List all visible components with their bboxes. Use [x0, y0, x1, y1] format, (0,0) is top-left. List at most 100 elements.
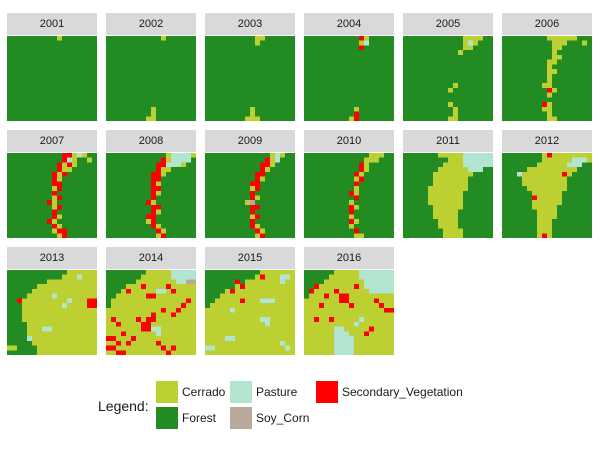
cerrado-region: [22, 317, 97, 322]
cell-secondary-vegetation: [532, 195, 537, 201]
cell-secondary-vegetation: [349, 204, 354, 210]
cell-pasture: [181, 153, 186, 158]
cell-pasture: [285, 345, 290, 351]
cell-cerrado: [354, 190, 359, 196]
cell-secondary-vegetation: [121, 331, 126, 337]
cell-pasture: [389, 274, 394, 280]
cell-pasture: [488, 157, 493, 163]
cell-cerrado: [156, 223, 161, 229]
cell-pasture: [186, 274, 191, 280]
cell-pasture: [265, 298, 270, 304]
cell-secondary-vegetation: [255, 181, 260, 187]
cell-secondary-vegetation: [379, 303, 384, 308]
cell-secondary-vegetation: [62, 233, 67, 238]
cell-pasture: [374, 284, 379, 289]
map-panel-2005: 2005: [403, 13, 493, 121]
cell-secondary-vegetation: [146, 326, 151, 332]
cell-pasture: [151, 326, 156, 332]
cell-secondary-vegetation: [67, 162, 72, 168]
panel-title: 2009: [205, 130, 295, 152]
cell-pasture: [389, 284, 394, 289]
cerrado-region: [428, 186, 468, 191]
cell-secondary-vegetation: [186, 298, 191, 304]
cell-pasture: [364, 274, 369, 280]
cerrado-region: [443, 228, 463, 234]
cell-pasture: [27, 336, 32, 341]
cell-cerrado: [260, 176, 265, 182]
cell-secondary-vegetation: [62, 153, 67, 158]
map-grid: [106, 36, 196, 121]
cell-secondary-vegetation: [116, 321, 121, 327]
cell-cerrado: [473, 36, 478, 41]
cell-pasture: [572, 157, 577, 163]
cell-cerrado: [468, 36, 473, 41]
cerrado-region: [106, 336, 196, 341]
cerrado-region: [220, 293, 295, 299]
cell-cerrado: [364, 157, 369, 163]
cell-cerrado: [552, 116, 557, 121]
cell-cerrado: [260, 36, 265, 41]
cell-cerrado: [374, 153, 379, 158]
cell-cerrado: [562, 36, 567, 41]
cell-cerrado: [448, 87, 453, 93]
cell-cerrado: [364, 162, 369, 168]
cerrado-region: [433, 181, 468, 187]
cell-pasture: [364, 279, 369, 285]
cell-secondary-vegetation: [111, 317, 116, 322]
cell-pasture: [339, 331, 344, 337]
forest-background: [304, 36, 394, 121]
cerrado-region: [433, 209, 458, 215]
cell-cerrado: [72, 153, 77, 158]
cerrado-region: [537, 223, 552, 229]
cell-pasture: [260, 298, 265, 304]
cell-cerrado: [265, 167, 270, 172]
cell-cerrado: [161, 36, 166, 41]
cell-cerrado: [151, 111, 156, 117]
cell-secondary-vegetation: [47, 200, 52, 205]
cell-pasture: [384, 284, 389, 289]
cell-pasture: [285, 274, 290, 280]
cell-pasture: [339, 345, 344, 351]
cell-secondary-vegetation: [111, 345, 116, 351]
cerrado-region: [205, 326, 295, 332]
panel-title: 2006: [502, 13, 592, 35]
cell-pasture: [582, 157, 587, 163]
cell-soy-corn: [191, 279, 196, 285]
cell-pasture: [349, 340, 354, 346]
cell-cerrado: [245, 200, 250, 205]
cell-secondary-vegetation: [57, 204, 62, 210]
cell-secondary-vegetation: [126, 340, 131, 346]
cell-cerrado: [245, 116, 250, 121]
map-panel-2004: 2004: [304, 13, 394, 121]
cell-cerrado: [161, 171, 166, 177]
cell-pasture: [473, 167, 478, 172]
cell-secondary-vegetation: [265, 157, 270, 163]
panel-title: 2013: [7, 247, 97, 269]
cell-pasture: [379, 284, 384, 289]
cell-cerrado: [354, 204, 359, 210]
cell-pasture: [275, 157, 280, 163]
cell-cerrado: [52, 186, 57, 191]
cell-cerrado: [62, 162, 67, 168]
cerrado-region: [304, 307, 394, 313]
legend-key-cerrado: [156, 381, 178, 403]
panel-title: 2003: [205, 13, 295, 35]
cell-pasture: [280, 340, 285, 346]
cell-secondary-vegetation: [141, 326, 146, 332]
cell-secondary-vegetation: [87, 303, 92, 308]
cell-secondary-vegetation: [260, 167, 265, 172]
cell-secondary-vegetation: [52, 190, 57, 196]
map-panel-2009: 2009: [205, 130, 295, 238]
cell-pasture: [468, 40, 473, 46]
cell-cerrado: [151, 106, 156, 112]
cell-pasture: [191, 270, 196, 275]
cell-cerrado: [374, 157, 379, 163]
cell-pasture: [339, 340, 344, 346]
cerrado-region: [433, 176, 468, 182]
cell-pasture: [384, 270, 389, 275]
panel-title: 2011: [403, 130, 493, 152]
cerrado-region: [22, 312, 97, 318]
cell-cerrado: [166, 157, 171, 163]
cell-pasture: [473, 157, 478, 163]
cerrado-region: [106, 307, 196, 313]
